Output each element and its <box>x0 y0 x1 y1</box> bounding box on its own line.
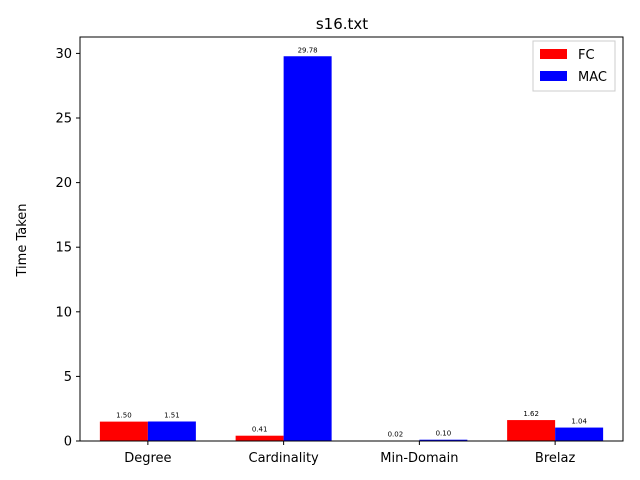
legend-swatch-mac <box>540 71 567 81</box>
plot-frame <box>79 36 624 442</box>
data-label-mac-cardinality: 29.78 <box>298 46 318 54</box>
legend-swatch-fc <box>540 49 567 59</box>
y-tick-label: 15 <box>55 241 72 256</box>
bar-fc-cardinality <box>235 435 284 441</box>
chart-title: s16.txt <box>316 15 368 33</box>
x-tick-label-brelaz: Brelaz <box>535 451 576 466</box>
y-tick-label: 0 <box>64 435 72 450</box>
bar-mac-brelaz <box>555 427 604 441</box>
legend-label-mac: MAC <box>578 70 607 85</box>
data-label-fc-min-domain: 0.02 <box>388 431 404 439</box>
y-tick-label: 10 <box>55 305 72 320</box>
data-label-mac-degree: 1.51 <box>164 411 180 419</box>
y-tick-label: 25 <box>55 112 72 127</box>
x-tick-label-degree: Degree <box>124 451 171 466</box>
plot-area: 1.50 0.41 0.02 1.62 1.51 29.78 0.10 1.04 0 5 10 15 2… <box>55 36 624 466</box>
data-label-mac-min-domain: 0.10 <box>436 430 452 438</box>
data-label-fc-brelaz: 1.62 <box>523 410 539 418</box>
y-axis-label: Time Taken <box>15 203 30 277</box>
y-tick-label: 30 <box>55 47 72 62</box>
data-label-fc-degree: 1.50 <box>116 412 132 420</box>
legend-label-fc: FC <box>578 48 595 63</box>
bar-mac-degree <box>147 421 196 441</box>
data-label-fc-cardinality: 0.41 <box>252 426 268 434</box>
bar-fc-brelaz <box>507 420 556 441</box>
y-tick-label: 5 <box>64 370 72 385</box>
y-tick-label: 20 <box>55 176 72 191</box>
bar-fc-degree <box>99 421 148 441</box>
bar-mac-min-domain <box>419 439 468 441</box>
legend: FC MAC <box>532 40 616 92</box>
data-label-mac-brelaz: 1.04 <box>571 418 587 426</box>
bar-mac-cardinality <box>283 56 332 442</box>
x-tick-label-cardinality: Cardinality <box>249 451 320 466</box>
x-tick-label-min-domain: Min-Domain <box>380 451 458 466</box>
